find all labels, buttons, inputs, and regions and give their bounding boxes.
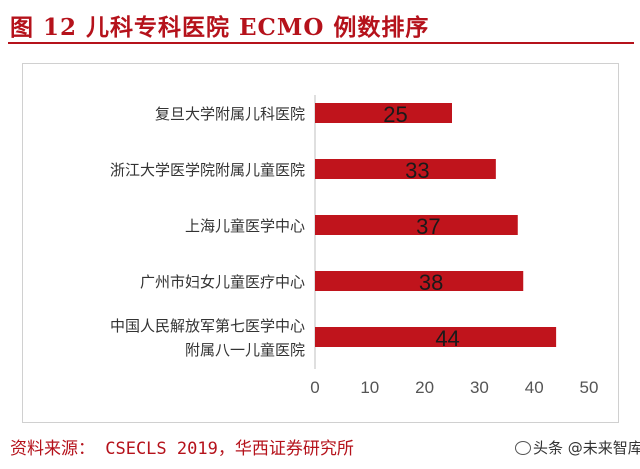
chart-frame: 25 复旦大学附属儿科医院 33 浙江大学医学院附属儿童医院 37 上海儿童医学中心 38 广… <box>22 63 619 423</box>
x-tick-label-5: 50 <box>580 378 599 397</box>
category-label-1: 浙江大学医学院附属儿童医院 <box>110 161 305 179</box>
bar-3 <box>315 271 524 291</box>
bar-4 <box>315 327 557 347</box>
watermark-text: 头条 @未来智库 <box>533 439 640 457</box>
x-tick-label-1: 10 <box>360 378 379 397</box>
category-label-0: 复旦大学附属儿科医院 <box>155 105 305 123</box>
bar-1 <box>315 159 496 179</box>
title-underline <box>8 42 634 44</box>
x-tick-label-3: 30 <box>470 378 489 397</box>
bar-chart: 25 复旦大学附属儿科医院 33 浙江大学医学院附属儿童医院 37 上海儿童医学中心 38 广… <box>110 95 599 397</box>
data-label-4: 44 <box>435 326 459 351</box>
x-tick-label-0: 0 <box>310 378 319 397</box>
source-note: 资料来源： CSECLS 2019，华西证券研究所 <box>10 439 354 459</box>
category-label-2: 上海儿童医学中心 <box>185 217 305 235</box>
watermark-logo-icon <box>515 441 531 455</box>
chart-title: 图 12 儿科专科医院 ECMO 例数排序 <box>10 14 430 41</box>
data-label-0: 25 <box>383 102 407 127</box>
watermark: 头条 @未来智库 <box>515 437 640 458</box>
category-label-3: 广州市妇女儿童医疗中心 <box>140 273 305 291</box>
x-tick-label-2: 20 <box>415 378 434 397</box>
data-label-3: 38 <box>419 270 443 295</box>
category-label-4-line-0: 中国人民解放军第七医学中心 <box>110 317 305 335</box>
data-label-1: 33 <box>405 158 429 183</box>
data-label-2: 37 <box>416 214 440 239</box>
bar-2 <box>315 215 518 235</box>
x-tick-label-4: 40 <box>525 378 544 397</box>
bar-0 <box>315 103 452 123</box>
category-label-4-line-1: 附属八一儿童医院 <box>185 341 305 359</box>
title-bar: 图 12 儿科专科医院 ECMO 例数排序 <box>0 0 640 44</box>
